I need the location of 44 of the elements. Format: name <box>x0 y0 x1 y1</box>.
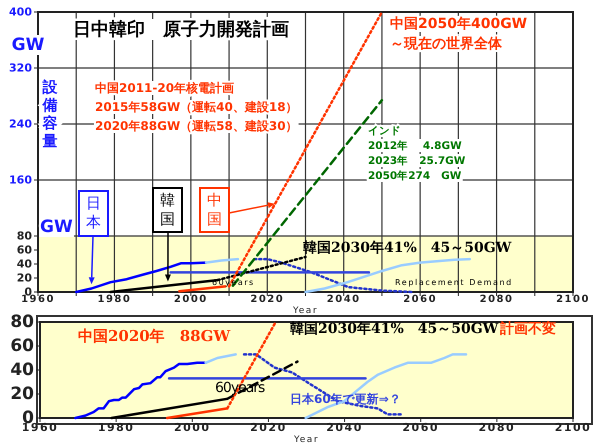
y-tick-label: 400 <box>9 6 32 18</box>
y-tick-label: 20 <box>16 272 32 284</box>
y-axis-title: 設備容量 <box>42 78 58 150</box>
chart-title: 日中韓印 原子力開発計画 <box>73 19 289 40</box>
y-tick-label: 160 <box>9 174 32 186</box>
annotation: インド 2012年 4.8GW 2023年 25.7GW 2050年274 GW <box>368 125 466 182</box>
x-tick-label: 2020 <box>250 294 284 305</box>
annotation: 中国2011-20年核電計画 2015年58GW（運転40、建設18） 2020年88GW（運転58、建設30） <box>95 81 298 133</box>
x-axis-title: Year <box>292 435 320 443</box>
line-series <box>74 261 208 294</box>
x-tick-label: 1980 <box>98 421 134 434</box>
x-tick-label: 1980 <box>98 294 132 305</box>
annotation: 中国2050年400GW ～現在の世界全体 <box>390 16 528 52</box>
y-tick-label: 320 <box>9 62 32 74</box>
annotation: GW <box>40 217 73 237</box>
annotation: 中国 <box>207 191 222 228</box>
x-tick-label: 2040 <box>326 294 361 305</box>
y-tick-label: 240 <box>9 118 32 130</box>
y-tick-label: 20 <box>10 384 34 404</box>
x-tick-label: 2080 <box>480 294 514 305</box>
x-tick-label: 2100 <box>556 294 590 305</box>
x-tick-label: 2020 <box>250 421 287 434</box>
y-tick-label: 60 <box>16 244 32 256</box>
y-tick-label: 40 <box>10 360 34 380</box>
y-tick-label: 80 <box>16 230 32 242</box>
x-tick-label: 2060 <box>403 294 438 305</box>
annotation: 日本 <box>86 194 101 231</box>
x-tick-label: 2000 <box>174 294 208 305</box>
annotation: 韓国2030年41% 45～50GW <box>290 321 499 337</box>
y-tick-label: 60 <box>10 336 34 356</box>
y-tick-label: 80 <box>10 312 34 332</box>
x-tick-label: 2100 <box>554 421 592 434</box>
x-tick-label: 2040 <box>326 421 363 434</box>
x-tick-label: 2080 <box>478 421 516 434</box>
annotation: 韓国 <box>160 191 175 228</box>
x-tick-label: 2060 <box>402 421 440 434</box>
annotation: 計画不変 <box>499 320 556 337</box>
line-series <box>74 362 207 420</box>
annotation: 中国2020年 88GW <box>78 327 232 345</box>
x-axis-title: Year <box>292 306 318 316</box>
x-tick-label: 1960 <box>22 421 58 434</box>
y-tick-label: 40 <box>16 258 32 270</box>
x-tick-label: 2000 <box>174 421 211 434</box>
annotation: GW <box>12 35 45 55</box>
